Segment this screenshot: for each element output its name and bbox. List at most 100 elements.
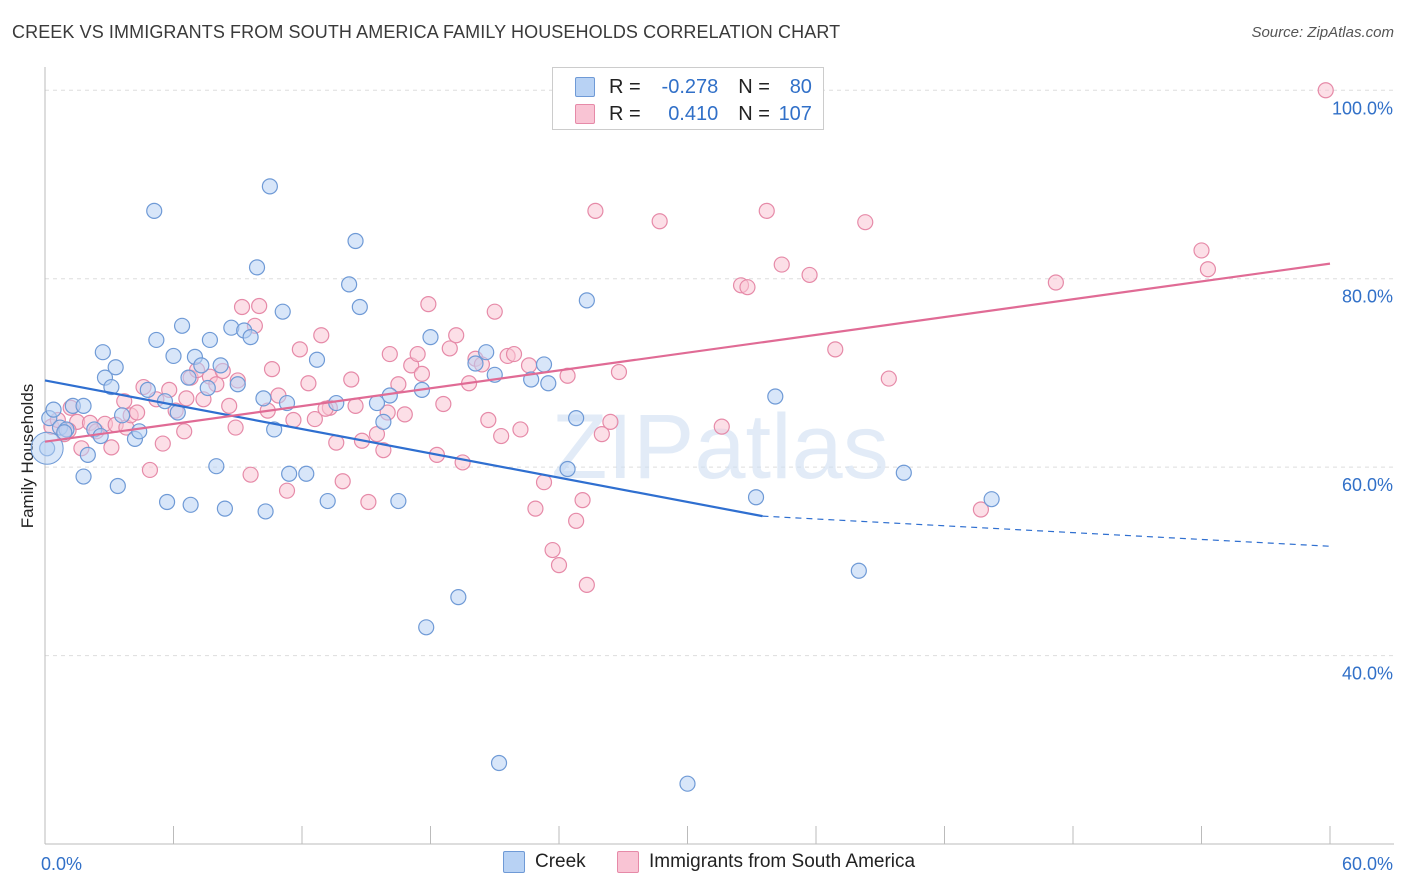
immigrants-point	[550, 557, 568, 574]
chart-title: CREEK VS IMMIGRANTS FROM SOUTH AMERICA F…	[12, 22, 841, 42]
immigrants-point	[360, 493, 377, 511]
immigrants-point	[1047, 274, 1064, 291]
immigrants-point	[227, 419, 244, 436]
creek-point	[266, 421, 283, 438]
immigrants-point	[535, 474, 553, 491]
immigrants-point	[827, 341, 844, 358]
immigrants-trend-line	[44, 262, 1331, 443]
immigrants-swatch	[617, 851, 639, 873]
creek-point	[319, 492, 336, 510]
source-credit: Source: ZipAtlas.com	[1251, 24, 1394, 41]
immigrants-point	[413, 365, 431, 382]
creek-point	[248, 259, 266, 276]
creek-swatch	[575, 77, 595, 97]
n-label: N =	[738, 75, 770, 98]
creek-point	[92, 427, 109, 445]
creek-point	[850, 562, 867, 579]
immigrants-point	[420, 296, 437, 313]
immigrants-point	[233, 298, 251, 316]
creek-point	[79, 446, 96, 463]
immigrants-point	[505, 345, 523, 363]
immigrants-point	[375, 442, 392, 459]
legend-item-creek[interactable]: Creek	[503, 851, 586, 873]
n-value: 80	[789, 75, 812, 98]
legend-label-immigrants: Immigrants from South America	[649, 851, 916, 872]
series-legend: Creek Immigrants from South America	[0, 851, 1406, 877]
creek-point	[559, 460, 576, 478]
legend-item-immigrants[interactable]: Immigrants from South America	[617, 851, 915, 873]
immigrants-point	[347, 397, 364, 414]
creek-point	[298, 465, 315, 482]
immigrants-swatch	[575, 104, 595, 124]
creek-point	[199, 379, 216, 397]
creek-point	[182, 496, 199, 513]
immigrants-point	[381, 345, 398, 363]
immigrants-point	[544, 541, 561, 559]
immigrants-point	[1199, 261, 1217, 278]
creek-point	[261, 178, 278, 195]
creek-point	[679, 775, 696, 792]
immigrants-point	[972, 501, 990, 518]
creek-point	[113, 407, 131, 424]
creek-point	[201, 331, 219, 349]
y-tick-label: 40.0%	[1342, 664, 1393, 684]
immigrants-point	[291, 341, 308, 358]
immigrants-point	[480, 411, 497, 429]
stats-legend: R = -0.278 N = 80 R = 0.410 N = 107	[552, 67, 824, 130]
immigrants-point	[574, 492, 591, 509]
immigrants-point	[334, 473, 351, 490]
immigrants-point	[313, 327, 330, 344]
r-value: 0.410	[668, 102, 719, 125]
creek-point	[208, 458, 225, 475]
r-value: -0.278	[661, 75, 719, 98]
creek-point	[467, 355, 484, 372]
creek-point	[216, 500, 233, 517]
creek-point	[146, 202, 163, 219]
immigrants-point	[178, 390, 195, 407]
immigrants-point	[602, 413, 619, 431]
creek-point	[375, 413, 392, 431]
creek-point	[242, 329, 259, 346]
creek-point	[418, 619, 435, 636]
immigrants-point	[251, 297, 268, 315]
creek-point	[983, 491, 1000, 508]
immigrants-point	[593, 426, 610, 443]
creek-point	[165, 347, 182, 365]
immigrants-point	[103, 439, 120, 456]
creek-point	[281, 465, 298, 482]
immigrants-point	[128, 404, 146, 421]
creek-point	[94, 344, 111, 361]
creek-point	[341, 276, 358, 293]
creek-point	[109, 477, 126, 495]
immigrants-point	[306, 410, 323, 428]
immigrants-point	[1193, 242, 1210, 259]
creek-point	[478, 344, 495, 361]
creek-point	[535, 356, 553, 373]
immigrants-point	[520, 357, 538, 374]
creek-point	[347, 232, 364, 250]
immigrants-point	[739, 279, 756, 296]
creek-point	[390, 492, 407, 510]
creek-point	[895, 464, 912, 481]
immigrants-point	[651, 213, 668, 230]
creek-point-cluster	[30, 431, 64, 465]
immigrants-point	[221, 397, 238, 414]
immigrants-point	[285, 411, 302, 429]
x-tick-label: 60.0%	[1342, 854, 1393, 874]
immigrants-point	[512, 421, 529, 438]
immigrants-point	[154, 435, 171, 452]
immigrants-point	[493, 427, 510, 445]
immigrants-point	[454, 454, 471, 471]
creek-point	[257, 503, 274, 520]
immigrants-point	[242, 466, 259, 483]
creek-point	[212, 357, 229, 374]
creek-point	[274, 303, 291, 320]
creek-point	[308, 351, 326, 368]
creek-point	[173, 317, 191, 334]
creek-point	[148, 331, 165, 349]
creek-point	[229, 376, 246, 393]
watermark: ZIPatlas	[551, 396, 888, 498]
r-label: R =	[609, 102, 641, 125]
immigrants-point	[278, 482, 296, 499]
creek-swatch	[503, 851, 525, 873]
